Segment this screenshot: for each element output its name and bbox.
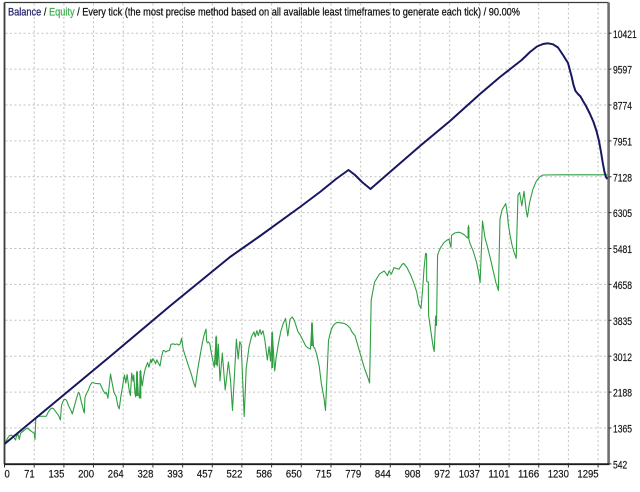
svg-text:5481: 5481	[613, 244, 632, 256]
svg-text:328: 328	[138, 468, 154, 480]
svg-text:6305: 6305	[613, 208, 632, 220]
svg-text:972: 972	[434, 468, 450, 480]
svg-text:522: 522	[227, 468, 243, 480]
svg-text:779: 779	[345, 468, 361, 480]
svg-text:542: 542	[613, 460, 627, 472]
svg-text:2188: 2188	[613, 388, 632, 400]
svg-text:135: 135	[49, 468, 65, 480]
svg-text:0: 0	[5, 468, 10, 480]
svg-text:908: 908	[405, 468, 421, 480]
svg-text:650: 650	[286, 468, 302, 480]
svg-text:7951: 7951	[613, 137, 632, 149]
svg-text:9597: 9597	[613, 65, 632, 77]
svg-text:200: 200	[78, 468, 94, 480]
svg-text:8774: 8774	[613, 101, 632, 113]
svg-text:Balance / Equity / Every tick: Balance / Equity / Every tick (the most …	[8, 6, 521, 18]
svg-text:4658: 4658	[613, 280, 632, 292]
svg-text:1295: 1295	[577, 468, 598, 480]
svg-text:264: 264	[108, 468, 124, 480]
svg-text:3012: 3012	[613, 352, 632, 364]
svg-text:1230: 1230	[548, 468, 569, 480]
svg-text:3835: 3835	[613, 316, 632, 328]
svg-text:844: 844	[375, 468, 391, 480]
svg-text:586: 586	[256, 468, 272, 480]
svg-text:1037: 1037	[459, 468, 480, 480]
svg-text:7128: 7128	[613, 172, 632, 184]
svg-text:715: 715	[316, 468, 332, 480]
svg-text:10421: 10421	[613, 29, 637, 41]
svg-text:457: 457	[197, 468, 213, 480]
svg-text:393: 393	[167, 468, 183, 480]
svg-text:1365: 1365	[613, 424, 632, 436]
svg-text:71: 71	[24, 468, 35, 480]
svg-text:1101: 1101	[488, 468, 509, 480]
svg-text:1166: 1166	[518, 468, 539, 480]
